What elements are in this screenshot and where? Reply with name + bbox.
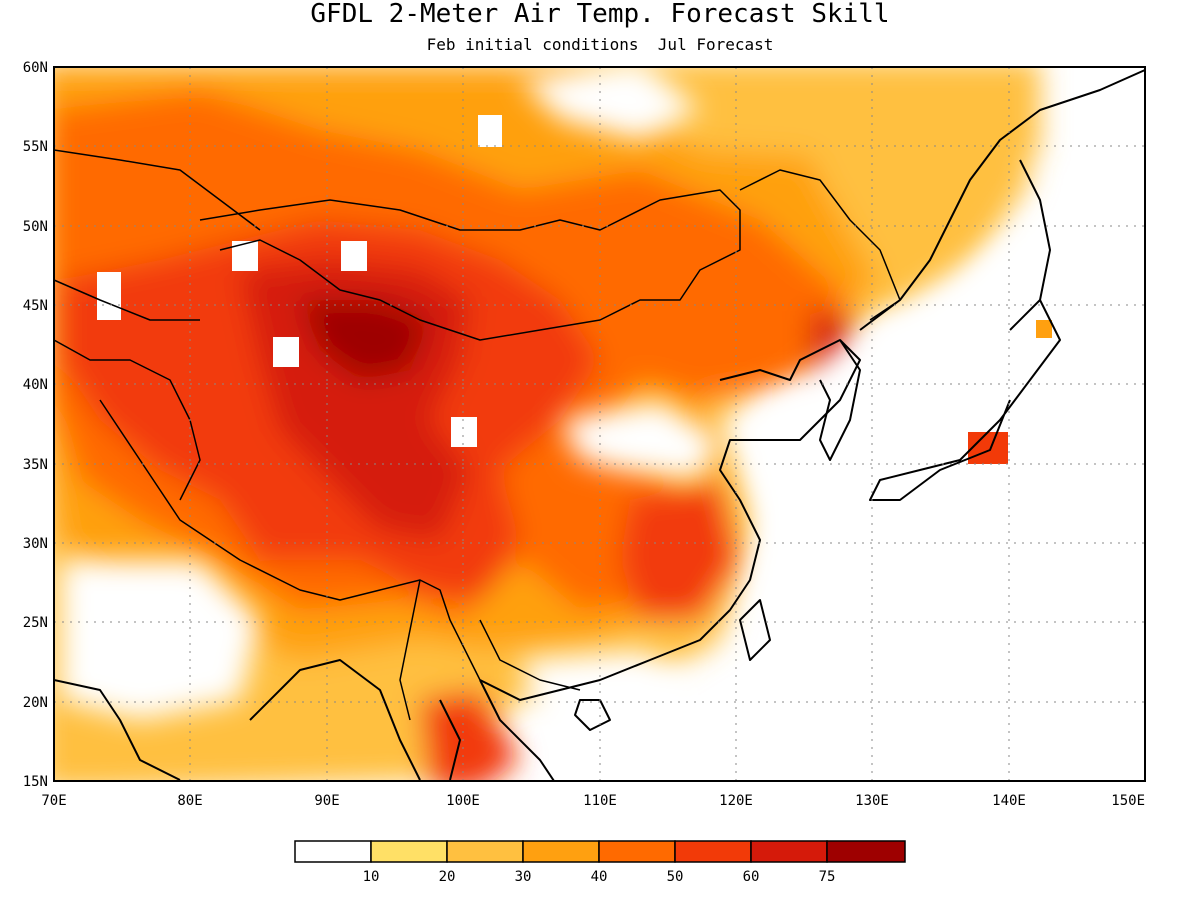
coastline-india-bay <box>54 659 421 781</box>
lat-tick-label: 15N <box>23 774 48 790</box>
legend-label: 40 <box>591 869 608 885</box>
skill-shading <box>54 67 1145 781</box>
lon-tick-label: 110E <box>583 793 617 809</box>
lat-tick-label: 55N <box>23 139 48 155</box>
map-panel: 60N 55N 50N 45N 40N 35N 30N 25N 20N 15N … <box>23 60 1146 809</box>
skill-patch-indochina <box>420 690 520 781</box>
skill-hole-india <box>60 560 260 720</box>
lat-tick-label: 50N <box>23 219 48 235</box>
legend-swatch <box>826 840 906 863</box>
lon-tick-label: 70E <box>41 793 66 809</box>
legend-label: 50 <box>667 869 684 885</box>
border-russia-china <box>739 169 901 321</box>
border-mongolia <box>199 189 741 341</box>
border-myanmar <box>399 579 581 721</box>
lon-tick-label: 90E <box>314 793 339 809</box>
lat-tick-label: 30N <box>23 536 48 552</box>
legend-label: 60 <box>743 869 760 885</box>
legend-swatch <box>446 840 524 863</box>
lon-tick-label: 130E <box>855 793 889 809</box>
figure-subtitle: Feb initial conditions Jul Forecast <box>427 35 774 54</box>
coastline-russia-east <box>859 69 1145 331</box>
lon-tick-labels: 70E 80E 90E 100E 110E 120E 130E 140E 150… <box>41 793 1145 809</box>
missing-cell <box>968 432 1008 464</box>
skill-hole-baikal <box>520 67 700 140</box>
border-himalaya <box>99 399 481 681</box>
coastline-taiwan <box>739 599 771 661</box>
legend-swatch <box>750 840 828 863</box>
lon-tick-label: 140E <box>992 793 1026 809</box>
lon-tick-label: 80E <box>177 793 202 809</box>
lat-tick-label: 60N <box>23 60 48 76</box>
country-borders <box>54 149 901 721</box>
lon-tick-label: 150E <box>1111 793 1145 809</box>
coastline-japan <box>869 299 1061 501</box>
lat-tick-label: 35N <box>23 457 48 473</box>
missing-cell <box>341 241 367 271</box>
lat-tick-labels: 60N 55N 50N 45N 40N 35N 30N 25N 20N 15N <box>23 60 48 790</box>
legend-swatch <box>598 840 676 863</box>
coastline-china <box>479 339 861 701</box>
coastline-korea <box>819 339 861 461</box>
lat-tick-label: 20N <box>23 695 48 711</box>
skill-patch-ne-china <box>780 70 1030 320</box>
legend-label: 10 <box>363 869 380 885</box>
legend-label: 20 <box>439 869 456 885</box>
coastline-sakhalin <box>1019 159 1051 301</box>
skill-hole-se <box>520 650 700 781</box>
color-legend: 10 20 30 40 50 60 75 <box>294 840 906 885</box>
skill-region-max <box>300 300 430 380</box>
missing-cell <box>97 272 121 320</box>
figure-title: GFDL 2-Meter Air Temp. Forecast Skill <box>310 0 889 29</box>
missing-cell <box>1036 320 1052 338</box>
lat-tick-label: 40N <box>23 377 48 393</box>
missing-cell <box>273 337 299 367</box>
legend-swatch <box>370 840 448 863</box>
legend-swatch <box>674 840 752 863</box>
lat-tick-label: 45N <box>23 298 48 314</box>
map-frame <box>53 66 1146 782</box>
legend-swatch <box>294 840 372 863</box>
legend-swatches <box>294 840 906 863</box>
lon-tick-label: 100E <box>446 793 480 809</box>
lat-tick-label: 25N <box>23 615 48 631</box>
graticule <box>54 67 1145 781</box>
coastline-indochina <box>439 679 556 781</box>
missing-cell <box>478 115 502 147</box>
border-kazakhstan <box>54 149 261 321</box>
lon-tick-label: 120E <box>719 793 753 809</box>
legend-labels: 10 20 30 40 50 60 75 <box>363 869 836 885</box>
skill-patch-southchina <box>620 480 740 620</box>
legend-swatch <box>522 840 600 863</box>
legend-label: 30 <box>515 869 532 885</box>
missing-cell <box>451 417 477 447</box>
border-central-asia <box>54 339 201 501</box>
legend-label: 75 <box>819 869 836 885</box>
